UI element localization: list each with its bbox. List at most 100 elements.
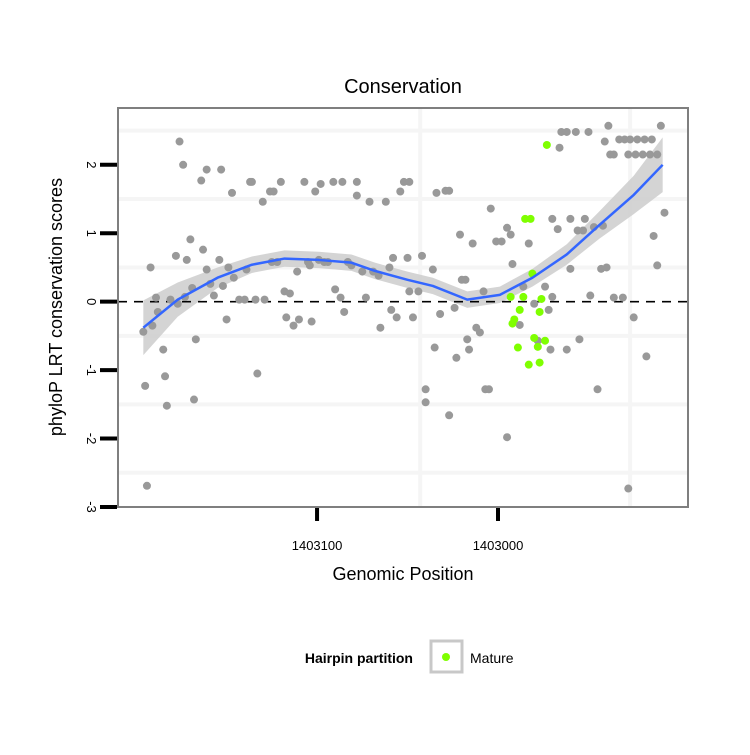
other-point <box>289 321 298 330</box>
legend-title: Hairpin partition <box>305 650 413 666</box>
other-point <box>300 177 309 186</box>
y-tick-label: 2 <box>84 161 99 168</box>
other-point <box>566 214 575 223</box>
y-tick-label: -3 <box>84 501 99 513</box>
other-point <box>179 160 188 169</box>
other-point <box>228 188 236 197</box>
other-point <box>148 321 157 330</box>
mature-point <box>535 358 544 367</box>
other-point <box>631 150 640 159</box>
other-point <box>376 323 385 332</box>
other-point <box>414 287 423 296</box>
other-point <box>285 289 294 298</box>
other-point <box>162 401 171 410</box>
other-point <box>609 150 618 159</box>
other-point <box>405 287 414 296</box>
other-point <box>269 187 278 196</box>
smooth-line <box>142 163 664 329</box>
y-tick-label: 0 <box>84 298 99 305</box>
mature-point <box>506 292 515 301</box>
other-point <box>224 263 233 272</box>
mature-point <box>519 292 528 301</box>
other-point <box>609 293 618 302</box>
other-point <box>566 264 575 273</box>
plot-panel <box>118 108 688 507</box>
mature-point <box>530 333 539 342</box>
other-point <box>553 225 562 234</box>
other-point <box>218 281 227 290</box>
x-tick-label: 1403000 <box>473 538 524 553</box>
other-point <box>197 176 206 185</box>
other-point <box>544 305 553 314</box>
other-point <box>430 343 439 352</box>
mature-point <box>515 305 524 314</box>
other-point <box>562 345 571 354</box>
other-point <box>515 320 524 329</box>
chart-title: Conservation <box>344 76 462 98</box>
other-point <box>293 267 302 276</box>
mature-point <box>513 343 522 352</box>
other-point <box>475 328 484 337</box>
other-point <box>403 253 412 262</box>
other-point <box>336 293 345 302</box>
mature-point <box>535 307 544 316</box>
other-point <box>629 313 638 322</box>
other-point <box>389 253 398 262</box>
other-point <box>579 226 588 235</box>
other-point <box>381 197 390 206</box>
other-point <box>604 121 613 130</box>
scatter-points <box>139 121 669 493</box>
mature-point <box>524 360 533 369</box>
other-point <box>338 177 347 186</box>
other-point <box>365 197 374 206</box>
other-point <box>361 293 370 302</box>
mature-point <box>533 342 542 351</box>
other-point <box>586 291 595 300</box>
other-point <box>258 197 267 206</box>
other-point <box>584 127 593 136</box>
other-point <box>450 303 459 312</box>
legend: Hairpin partition Mature <box>305 639 514 674</box>
x-axis-label: Genomic Position <box>332 564 473 584</box>
other-point <box>653 150 662 159</box>
other-point <box>445 186 454 195</box>
other-point <box>468 239 477 248</box>
other-point <box>222 315 231 324</box>
y-axis-label: phyloP LRT conservation scores <box>46 178 66 436</box>
other-point <box>260 295 269 304</box>
other-point <box>418 251 426 260</box>
other-point <box>497 237 506 246</box>
other-point <box>524 239 533 248</box>
other-point <box>311 187 320 196</box>
other-point <box>633 135 642 144</box>
other-point <box>159 345 168 354</box>
other-point <box>484 385 493 394</box>
other-point <box>247 177 256 186</box>
other-point <box>166 295 175 304</box>
other-point <box>294 315 303 324</box>
other-point <box>555 143 564 152</box>
other-point <box>171 251 180 260</box>
other-point <box>141 381 150 390</box>
other-point <box>660 208 669 217</box>
other-point <box>618 293 627 302</box>
other-point <box>276 177 285 186</box>
other-point <box>465 345 474 354</box>
other-point <box>408 313 417 322</box>
other-point <box>461 275 470 284</box>
y-axis: -3 -2 -1 0 1 2 <box>84 161 117 513</box>
other-point <box>146 263 155 272</box>
other-point <box>541 282 550 291</box>
other-point <box>479 287 488 296</box>
other-point <box>331 285 340 294</box>
other-point <box>600 137 609 146</box>
other-point <box>530 299 539 308</box>
mature-point <box>541 336 550 345</box>
other-point <box>282 313 291 322</box>
other-point <box>251 295 260 304</box>
other-point <box>305 261 314 270</box>
other-point <box>548 214 557 223</box>
y-tick-label: 1 <box>84 230 99 237</box>
other-point <box>217 165 226 174</box>
other-point <box>190 395 198 404</box>
